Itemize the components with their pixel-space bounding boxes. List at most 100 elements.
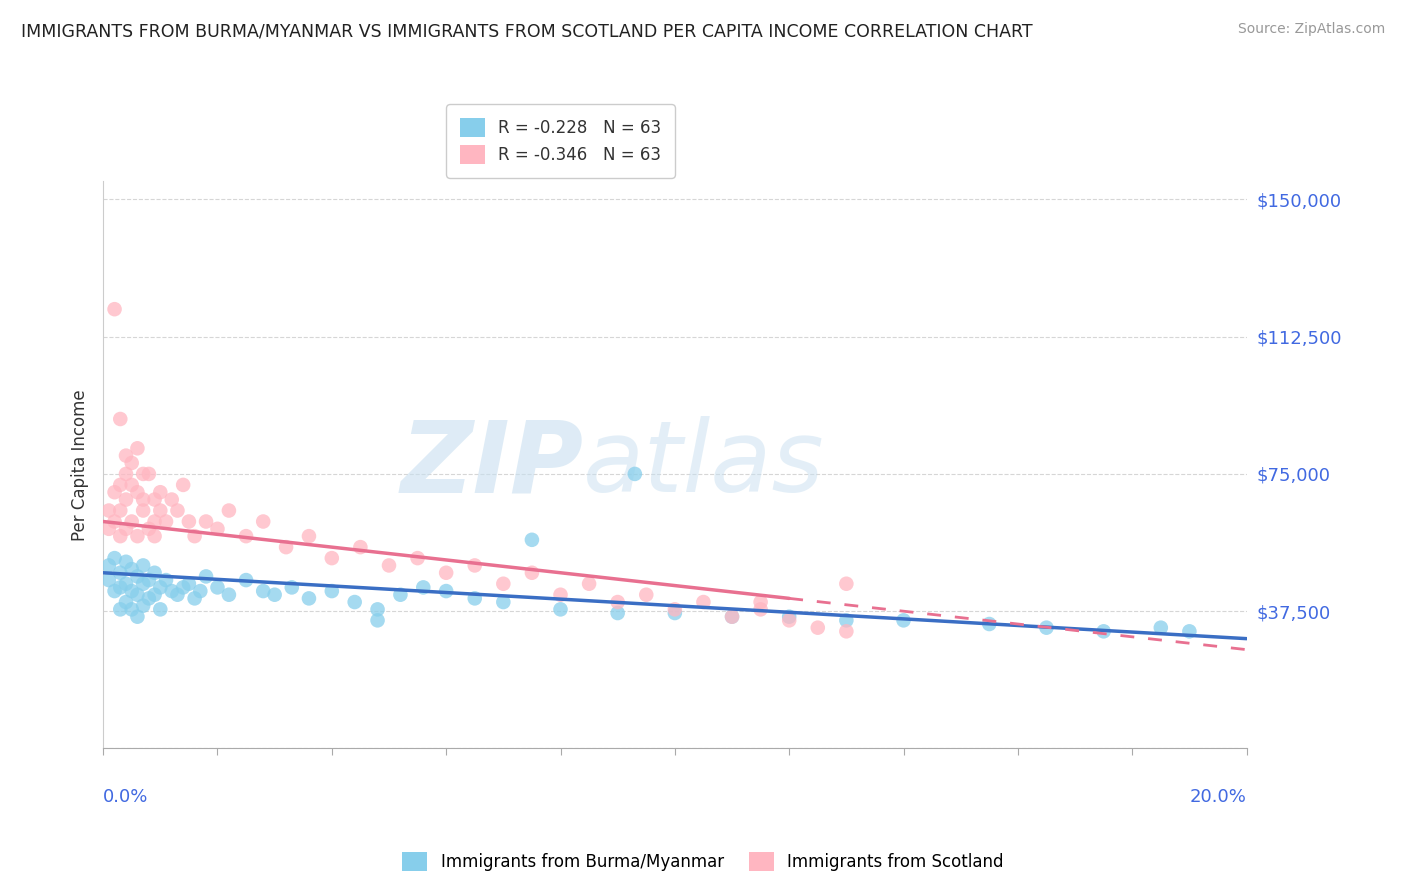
- Point: [97, 558, 120, 573]
- Point: [298, 591, 321, 606]
- Point: [127, 529, 149, 543]
- Point: [121, 602, 143, 616]
- Point: [636, 588, 658, 602]
- Point: [143, 515, 166, 529]
- Point: [177, 576, 200, 591]
- Text: IMMIGRANTS FROM BURMA/MYANMAR VS IMMIGRANTS FROM SCOTLAND PER CAPITA INCOME CORR: IMMIGRANTS FROM BURMA/MYANMAR VS IMMIGRA…: [21, 22, 1033, 40]
- Point: [127, 609, 149, 624]
- Point: [115, 595, 138, 609]
- Point: [1092, 624, 1115, 639]
- Point: [195, 569, 218, 583]
- Point: [127, 442, 149, 456]
- Legend: Immigrants from Burma/Myanmar, Immigrants from Scotland: Immigrants from Burma/Myanmar, Immigrant…: [394, 843, 1012, 880]
- Point: [578, 576, 600, 591]
- Point: [378, 558, 401, 573]
- Point: [127, 588, 149, 602]
- Point: [138, 573, 160, 587]
- Point: [143, 566, 166, 580]
- Point: [778, 609, 800, 624]
- Point: [492, 595, 515, 609]
- Point: [624, 467, 647, 481]
- Point: [103, 515, 125, 529]
- Point: [127, 485, 149, 500]
- Point: [263, 588, 285, 602]
- Point: [893, 613, 915, 627]
- Point: [110, 503, 132, 517]
- Point: [281, 581, 304, 595]
- Point: [115, 492, 138, 507]
- Point: [979, 617, 1001, 632]
- Point: [218, 503, 240, 517]
- Text: 0.0%: 0.0%: [103, 789, 149, 806]
- Point: [115, 467, 138, 481]
- Point: [195, 515, 218, 529]
- Point: [183, 529, 205, 543]
- Point: [110, 581, 132, 595]
- Point: [464, 558, 486, 573]
- Point: [434, 566, 457, 580]
- Point: [606, 606, 628, 620]
- Point: [664, 606, 686, 620]
- Point: [115, 555, 138, 569]
- Text: 20.0%: 20.0%: [1189, 789, 1247, 806]
- Point: [160, 492, 183, 507]
- Point: [132, 492, 155, 507]
- Point: [721, 609, 744, 624]
- Point: [143, 529, 166, 543]
- Point: [188, 584, 211, 599]
- Point: [235, 573, 257, 587]
- Point: [207, 522, 229, 536]
- Point: [172, 478, 194, 492]
- Point: [166, 503, 188, 517]
- Point: [115, 576, 138, 591]
- Text: Source: ZipAtlas.com: Source: ZipAtlas.com: [1237, 22, 1385, 37]
- Point: [132, 558, 155, 573]
- Point: [97, 522, 120, 536]
- Point: [349, 540, 371, 554]
- Point: [218, 588, 240, 602]
- Point: [367, 602, 389, 616]
- Point: [160, 584, 183, 599]
- Point: [115, 449, 138, 463]
- Point: [321, 584, 343, 599]
- Point: [406, 551, 429, 566]
- Point: [149, 602, 172, 616]
- Point: [110, 412, 132, 426]
- Point: [749, 595, 772, 609]
- Legend: R = -0.228   N = 63, R = -0.346   N = 63: R = -0.228 N = 63, R = -0.346 N = 63: [447, 104, 675, 178]
- Point: [110, 529, 132, 543]
- Point: [143, 588, 166, 602]
- Point: [252, 584, 274, 599]
- Point: [778, 613, 800, 627]
- Point: [252, 515, 274, 529]
- Point: [103, 551, 125, 566]
- Point: [721, 609, 744, 624]
- Point: [177, 515, 200, 529]
- Point: [492, 576, 515, 591]
- Point: [464, 591, 486, 606]
- Point: [166, 588, 188, 602]
- Point: [835, 624, 858, 639]
- Point: [298, 529, 321, 543]
- Point: [520, 566, 543, 580]
- Point: [132, 599, 155, 613]
- Point: [835, 576, 858, 591]
- Point: [434, 584, 457, 599]
- Point: [520, 533, 543, 547]
- Point: [692, 595, 714, 609]
- Point: [749, 602, 772, 616]
- Point: [664, 602, 686, 616]
- Point: [138, 591, 160, 606]
- Point: [149, 485, 172, 500]
- Point: [121, 562, 143, 576]
- Point: [143, 492, 166, 507]
- Point: [121, 584, 143, 599]
- Point: [389, 588, 412, 602]
- Point: [367, 613, 389, 627]
- Point: [121, 456, 143, 470]
- Point: [110, 602, 132, 616]
- Point: [132, 576, 155, 591]
- Point: [103, 485, 125, 500]
- Point: [1035, 621, 1057, 635]
- Point: [110, 478, 132, 492]
